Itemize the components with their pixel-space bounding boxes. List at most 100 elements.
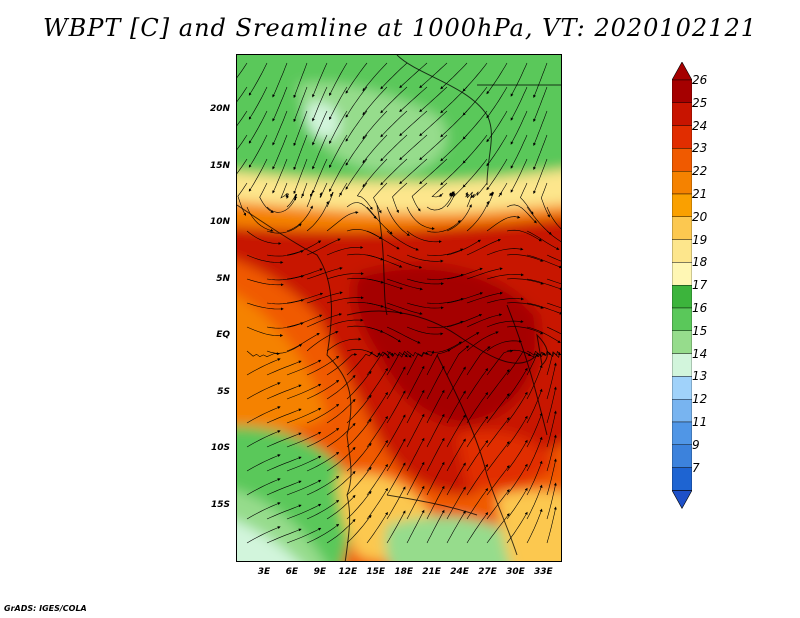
streamline [345, 62, 368, 94]
streamline [356, 182, 373, 210]
colorbar-level-label: 13 [692, 369, 708, 384]
streamline [386, 230, 419, 251]
streamline [246, 454, 281, 472]
streamline [266, 360, 302, 376]
colorbar-segment [672, 170, 692, 195]
streamline [431, 182, 448, 198]
streamline [286, 193, 298, 208]
colorbar-level-label: 24 [692, 118, 708, 133]
streamline [486, 320, 524, 328]
streamline [272, 86, 288, 122]
streamline [466, 200, 489, 232]
streamline [266, 223, 302, 234]
streamline [426, 413, 445, 448]
colorbar-level-label: 11 [692, 415, 708, 429]
streamline [293, 110, 308, 147]
streamline [466, 267, 503, 280]
streamline [373, 182, 388, 214]
streamline [406, 413, 425, 448]
streamline [506, 487, 528, 520]
streamline [326, 518, 356, 544]
streamline [266, 504, 302, 520]
streamline [306, 191, 313, 208]
streamline [440, 62, 468, 90]
streamline [246, 358, 281, 376]
streamline [326, 374, 356, 400]
streamline [248, 62, 268, 96]
streamline [306, 451, 340, 472]
streamline [486, 273, 524, 280]
colorbar-segment [672, 330, 692, 354]
streamline [301, 182, 308, 199]
colorbar-segment [672, 467, 692, 491]
streamline [386, 486, 406, 520]
colorbar-segment [672, 102, 692, 126]
streamline [380, 110, 408, 138]
streamline [272, 110, 288, 146]
streamline [486, 215, 521, 232]
streamline [406, 350, 434, 358]
streamline [406, 461, 425, 496]
map-plot-area [236, 54, 562, 562]
colorbar-level-label: 15 [692, 323, 708, 338]
streamline [386, 350, 412, 358]
streamline [286, 503, 322, 520]
streamline [286, 332, 320, 352]
streamline [306, 427, 340, 448]
streamline [546, 506, 557, 544]
streamline [380, 158, 408, 186]
streamline [486, 158, 508, 191]
streamline [546, 350, 561, 358]
streamline [486, 393, 510, 424]
streamline [546, 386, 557, 424]
streamline [366, 351, 390, 376]
streamline [266, 384, 302, 400]
streamline [362, 86, 388, 116]
streamline [266, 480, 302, 496]
colorbar-level-label: 18 [692, 255, 708, 270]
streamline [346, 351, 373, 376]
streamline [526, 254, 561, 269]
streamline [293, 86, 308, 123]
streamline [246, 406, 281, 424]
streamline [237, 182, 248, 217]
streamline [366, 278, 404, 290]
streamline [546, 362, 557, 400]
streamline [510, 158, 528, 193]
streamline [248, 158, 268, 192]
streamline [345, 134, 368, 166]
streamline [486, 134, 508, 167]
streamline [546, 206, 561, 230]
streamline [326, 446, 356, 472]
colorbar-bottom-arrow [672, 490, 692, 510]
streamline [510, 110, 528, 145]
lat-tick-label: EQ [216, 330, 230, 341]
streamline [426, 273, 464, 280]
streamline [380, 62, 408, 90]
streamline [237, 110, 248, 126]
streamline [446, 390, 466, 424]
streamline [329, 110, 348, 144]
streamline [486, 417, 510, 448]
streamline [362, 134, 388, 164]
streamline [362, 158, 388, 188]
colorbar-segment [672, 193, 692, 217]
colorbar-level-label: 9 [692, 437, 700, 452]
colorbar-level-label: 14 [692, 346, 708, 361]
streamline [506, 326, 544, 335]
streamline [386, 254, 423, 269]
streamline [346, 442, 372, 472]
colorbar-segment [672, 353, 692, 377]
streamline [426, 248, 464, 256]
streamline [486, 62, 508, 95]
streamline [346, 418, 372, 448]
streamline [426, 389, 445, 424]
streamline [406, 509, 425, 544]
streamline [306, 379, 340, 400]
lon-tick-label: 27E [478, 567, 497, 577]
streamline [462, 110, 488, 140]
lon-tick-label: 30E [506, 567, 525, 577]
streamline [326, 398, 356, 424]
streamline [526, 508, 543, 544]
streamline [346, 514, 372, 544]
